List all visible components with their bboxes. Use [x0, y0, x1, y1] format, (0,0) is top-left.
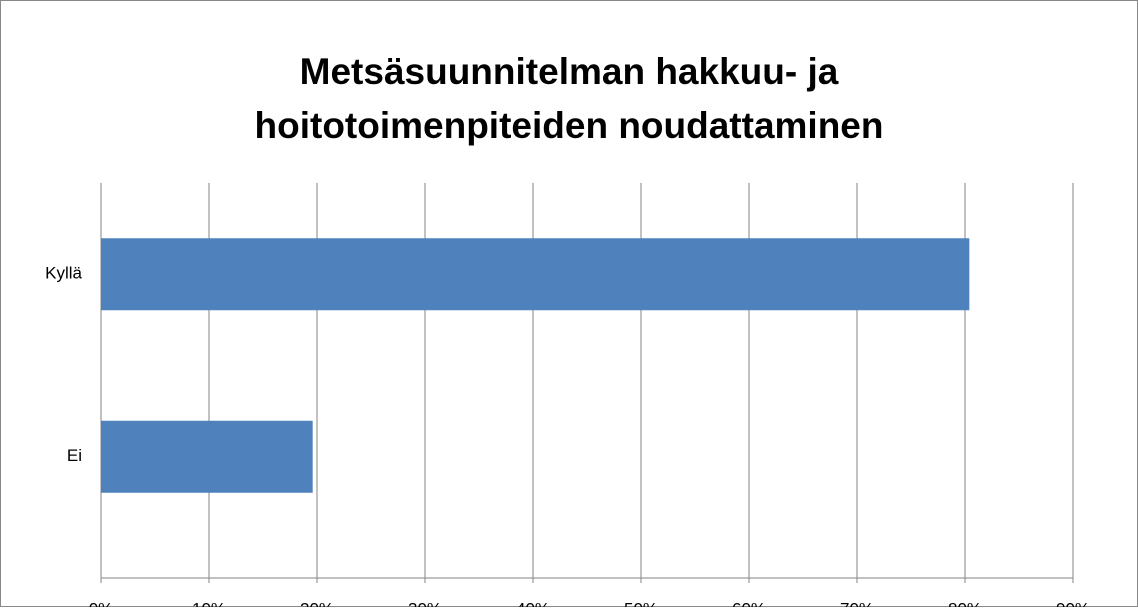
- x-tick-label: 60%: [732, 599, 766, 607]
- x-tick-label: 90%: [1056, 599, 1090, 607]
- x-tick-label: 80%: [948, 599, 982, 607]
- y-tick-label: Kyllä: [45, 264, 82, 283]
- x-tick-label: 10%: [192, 599, 226, 607]
- x-tick-label: 50%: [624, 599, 658, 607]
- bar: [101, 238, 970, 311]
- x-tick-label: 40%: [516, 599, 550, 607]
- chart-title: hoitotoimenpiteiden noudattaminen: [255, 105, 884, 146]
- bar: [101, 420, 313, 493]
- chart-title: Metsäsuunnitelman hakkuu- ja: [300, 51, 839, 92]
- x-tick-label: 70%: [840, 599, 874, 607]
- x-tick-label: 30%: [408, 599, 442, 607]
- x-tick-label: 20%: [300, 599, 334, 607]
- x-tick-label: 0%: [89, 599, 114, 607]
- y-tick-label: Ei: [67, 446, 82, 465]
